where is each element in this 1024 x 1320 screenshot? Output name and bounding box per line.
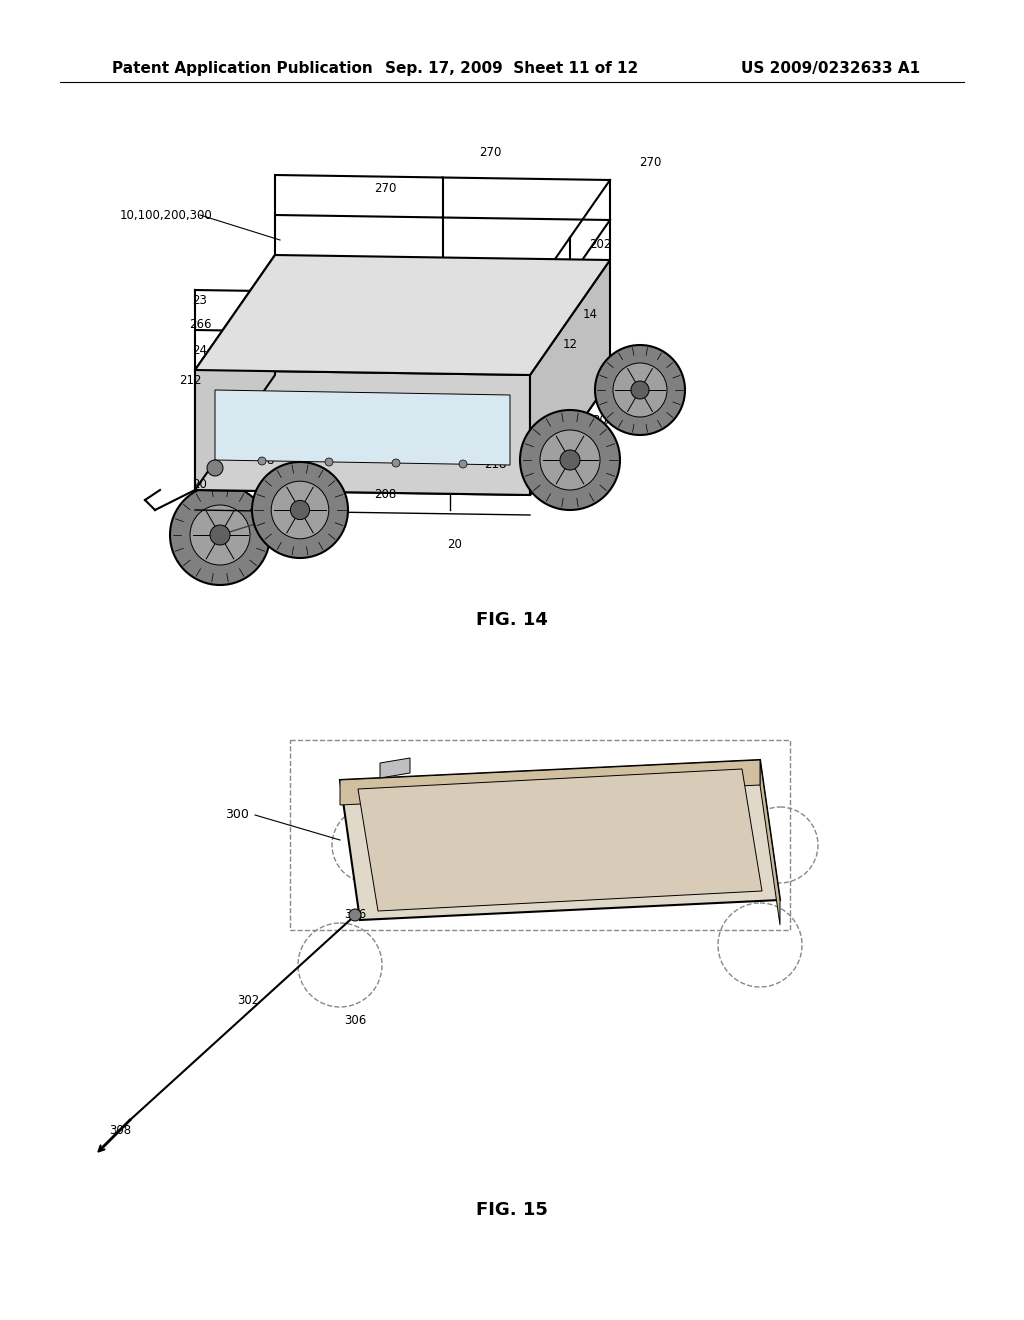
Text: 12: 12 xyxy=(408,813,423,826)
Text: 270: 270 xyxy=(374,181,396,194)
Text: 212: 212 xyxy=(179,374,202,387)
Polygon shape xyxy=(195,370,530,495)
Circle shape xyxy=(613,363,667,417)
Text: 14: 14 xyxy=(583,309,597,322)
Circle shape xyxy=(207,459,223,477)
Text: 306: 306 xyxy=(344,1014,367,1027)
Circle shape xyxy=(190,506,250,565)
Circle shape xyxy=(631,381,649,399)
Polygon shape xyxy=(215,389,510,465)
Text: 10,100,200,300: 10,100,200,300 xyxy=(120,209,213,222)
Polygon shape xyxy=(530,260,610,495)
Text: 266: 266 xyxy=(188,318,211,331)
Circle shape xyxy=(271,482,329,539)
Text: 304: 304 xyxy=(549,793,571,807)
Polygon shape xyxy=(195,255,275,490)
Text: 214: 214 xyxy=(233,424,256,437)
Text: 8: 8 xyxy=(266,454,273,466)
Text: 218: 218 xyxy=(483,458,506,471)
Text: 306: 306 xyxy=(344,908,367,921)
Text: FIG. 15: FIG. 15 xyxy=(476,1201,548,1218)
Circle shape xyxy=(170,484,270,585)
Circle shape xyxy=(252,462,348,558)
Circle shape xyxy=(540,430,600,490)
Text: FIG. 14: FIG. 14 xyxy=(476,611,548,630)
Circle shape xyxy=(520,411,620,510)
Circle shape xyxy=(258,457,266,465)
Text: 23: 23 xyxy=(193,293,208,306)
Text: Sep. 17, 2009  Sheet 11 of 12: Sep. 17, 2009 Sheet 11 of 12 xyxy=(385,61,639,75)
Polygon shape xyxy=(195,375,610,495)
Text: 208: 208 xyxy=(374,488,396,502)
Text: 308: 308 xyxy=(109,1123,131,1137)
Text: Patent Application Publication: Patent Application Publication xyxy=(112,61,373,75)
Text: 222: 222 xyxy=(379,424,401,437)
Circle shape xyxy=(595,345,685,436)
Circle shape xyxy=(291,500,309,520)
Polygon shape xyxy=(340,760,760,805)
Text: 20: 20 xyxy=(447,539,463,552)
Circle shape xyxy=(560,450,580,470)
Text: 270: 270 xyxy=(479,147,501,160)
Text: 300: 300 xyxy=(225,808,249,821)
Text: 270: 270 xyxy=(639,157,662,169)
Circle shape xyxy=(349,909,361,921)
Text: 12: 12 xyxy=(562,338,578,351)
Circle shape xyxy=(210,525,230,545)
Text: 302: 302 xyxy=(237,994,259,1006)
Text: 20: 20 xyxy=(593,413,607,426)
Text: 206: 206 xyxy=(279,438,301,451)
Circle shape xyxy=(459,459,467,469)
Text: 224: 224 xyxy=(339,444,361,457)
Polygon shape xyxy=(380,758,410,777)
Circle shape xyxy=(392,459,400,467)
Text: 24: 24 xyxy=(193,343,208,356)
Polygon shape xyxy=(195,255,610,375)
Text: US 2009/0232633 A1: US 2009/0232633 A1 xyxy=(741,61,920,75)
Text: 202: 202 xyxy=(589,239,611,252)
Text: 20: 20 xyxy=(193,479,208,491)
Polygon shape xyxy=(760,760,780,925)
Polygon shape xyxy=(340,760,780,920)
Circle shape xyxy=(325,458,333,466)
Polygon shape xyxy=(358,770,762,911)
